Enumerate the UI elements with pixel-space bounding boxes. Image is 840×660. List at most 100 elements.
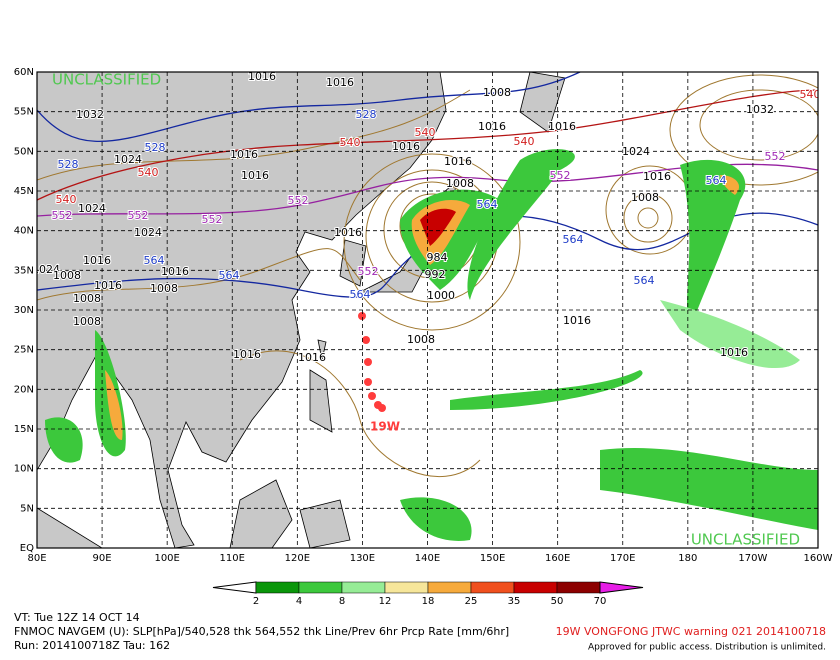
contour-label: 1016 <box>233 348 261 361</box>
contour-label: 1016 <box>334 226 362 239</box>
contour-label: 1008 <box>631 191 659 204</box>
contour-label: 1008 <box>53 269 81 282</box>
contour-label: 1024 <box>78 202 106 215</box>
lat-label: 20N <box>14 384 34 395</box>
contour-label: 1016 <box>83 254 111 267</box>
contour-label: 1008 <box>407 333 435 346</box>
contour-label: 564 <box>219 269 240 282</box>
contour-label: 1016 <box>548 120 576 133</box>
contour-label: 564 <box>350 288 371 301</box>
contour-label: 984 <box>427 251 448 264</box>
contour-label: 1000 <box>427 289 455 302</box>
lat-label: 15N <box>14 424 34 435</box>
contour-label: 564 <box>477 198 498 211</box>
lon-label: 130E <box>350 553 375 564</box>
lat-label: 50N <box>14 146 34 157</box>
colorbar-segment <box>384 581 429 594</box>
contour-label: 552 <box>202 213 223 226</box>
contour-label: 1008 <box>150 282 178 295</box>
contour-label: 1024 <box>114 153 142 166</box>
colorbar-label: 18 <box>422 596 435 607</box>
lon-label: 120E <box>285 553 310 564</box>
contour-label: 564 <box>634 274 655 287</box>
colorbar-label: 70 <box>594 596 607 607</box>
classification: UNCLASSIFIED <box>691 531 800 549</box>
contour-label: 1016 <box>298 351 326 364</box>
colorbar: 2 4 8 12 18 25 35 50 70 <box>212 581 644 607</box>
contour-label: 1016 <box>248 70 276 83</box>
colorbar-label: 50 <box>551 596 564 607</box>
contour-label: 552 <box>765 150 786 163</box>
contour-label: 540 <box>138 166 159 179</box>
release-note: Approved for public access. Distribution… <box>588 643 826 653</box>
lat-label: 25N <box>14 345 34 356</box>
colorbar-label: 12 <box>379 596 392 607</box>
colorbar-label: 4 <box>296 596 302 607</box>
lon-label: 80E <box>27 553 46 564</box>
lon-label: 110E <box>220 553 245 564</box>
contour-label: 540 <box>800 88 821 101</box>
contour-label: 1016 <box>643 170 671 183</box>
contour-label: 540 <box>56 193 77 206</box>
lat-label: 40N <box>14 226 34 237</box>
contour-label: 992 <box>425 268 446 281</box>
contour-label: 528 <box>356 108 377 121</box>
lon-label: 170E <box>610 553 635 564</box>
colorbar-segment <box>298 581 343 594</box>
lat-label: EQ <box>20 543 34 554</box>
colorbar-cap <box>212 581 257 594</box>
storm-label: 19W <box>370 420 400 434</box>
graticule <box>37 72 818 548</box>
contour-label: 1016 <box>230 148 258 161</box>
contour-label: 1016 <box>161 265 189 278</box>
colorbar-label: 35 <box>508 596 521 607</box>
colorbar-segment <box>255 581 300 594</box>
contour-label: 1008 <box>483 86 511 99</box>
contour-label: 1016 <box>478 120 506 133</box>
contour-label: 552 <box>358 265 379 278</box>
warning-info: 19W VONGFONG JTWC warning 021 2014100718 <box>556 625 826 638</box>
map-frame <box>36 71 819 549</box>
contour-label: 528 <box>145 141 166 154</box>
lon-label: 180 <box>678 553 697 564</box>
contour-label: 1008 <box>73 292 101 305</box>
contour-label: 1008 <box>73 315 101 328</box>
contour-label: 552 <box>128 209 149 222</box>
colorbar-segment <box>513 581 558 594</box>
contour-label: 1016 <box>392 140 420 153</box>
axis-labels: 60N 55N 50N 45N 40N 35N 30N 25N 20N 15N 10N 5N EQ80E… <box>14 67 833 564</box>
contour-label: 1016 <box>563 314 591 327</box>
contour-label: 540 <box>415 126 436 139</box>
contour-label: 1008 <box>446 177 474 190</box>
lon-label: 170W <box>738 553 767 564</box>
lat-label: 55N <box>14 107 34 118</box>
classification: UNCLASSIFIED <box>52 71 161 89</box>
contour-label: 528 <box>58 158 79 171</box>
contour-label: 1016 <box>720 346 748 359</box>
colorbar-label: 8 <box>339 596 345 607</box>
contour-label: 1016 <box>94 279 122 292</box>
lon-label: 150E <box>480 553 505 564</box>
lat-label: 35N <box>14 265 34 276</box>
contour-label: 1024 <box>622 145 650 158</box>
lat-label: 45N <box>14 186 34 197</box>
lon-label: 160W <box>804 553 833 564</box>
contour-label: 1024 <box>32 263 60 276</box>
colorbar-segment <box>556 581 601 594</box>
contour-label: 552 <box>52 209 73 222</box>
lon-label: 160E <box>545 553 570 564</box>
contour-label: 1016 <box>241 169 269 182</box>
contour-label: 1024 <box>134 226 162 239</box>
colorbar-label: 2 <box>253 596 259 607</box>
lon-label: 140E <box>415 553 440 564</box>
lon-label: 100E <box>154 553 179 564</box>
colorbar-segment <box>470 581 515 594</box>
lon-label: 90E <box>93 553 112 564</box>
colorbar-label: 25 <box>465 596 478 607</box>
contour-label: 564 <box>706 174 727 187</box>
colorbar-segment <box>341 581 386 594</box>
contour-label: 540 <box>340 136 361 149</box>
colorbar-segment <box>427 581 472 594</box>
